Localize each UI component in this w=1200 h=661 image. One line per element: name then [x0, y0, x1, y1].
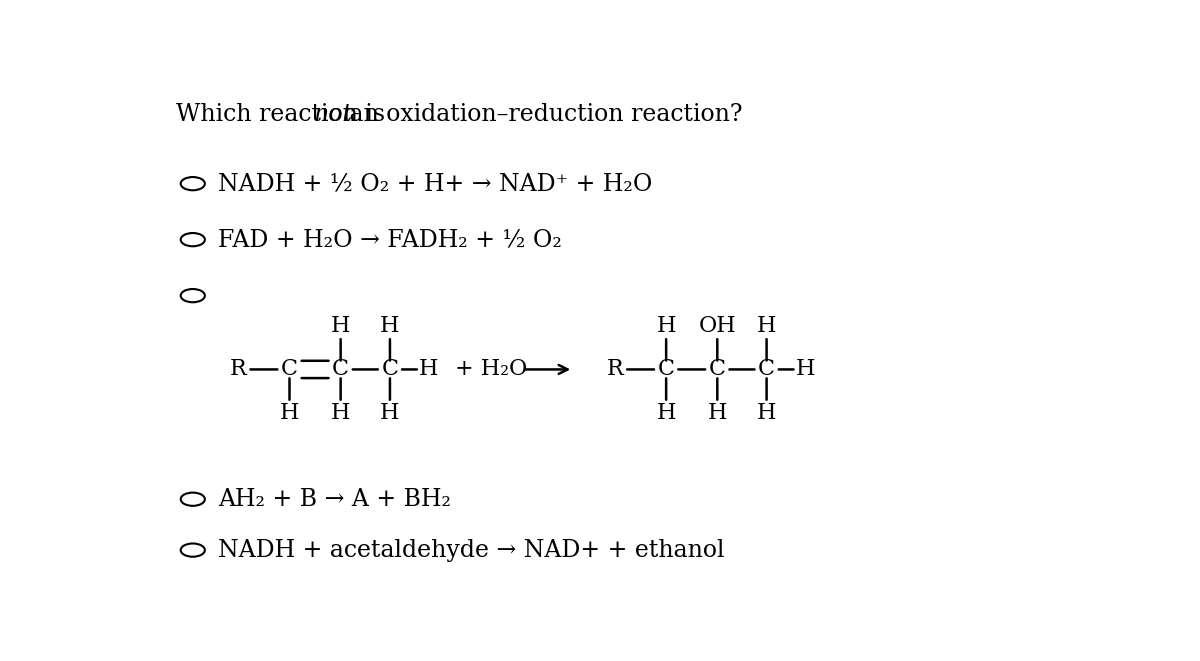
Text: C: C: [709, 358, 726, 381]
Text: an oxidation–reduction reaction?: an oxidation–reduction reaction?: [342, 104, 742, 126]
Text: C: C: [758, 358, 775, 381]
Text: H: H: [331, 315, 350, 337]
Text: H: H: [380, 402, 400, 424]
Text: H: H: [656, 315, 676, 337]
Text: OH: OH: [698, 315, 736, 337]
Text: H: H: [708, 402, 727, 424]
Text: Which reaction is: Which reaction is: [176, 104, 392, 126]
Text: NADH + acetaldehyde → NAD+ + ethanol: NADH + acetaldehyde → NAD+ + ethanol: [218, 539, 725, 562]
Text: R: R: [230, 358, 247, 381]
Text: R: R: [607, 358, 623, 381]
Text: H: H: [280, 402, 299, 424]
Text: C: C: [281, 358, 298, 381]
Text: AH₂ + B → A + BH₂: AH₂ + B → A + BH₂: [218, 488, 451, 511]
Text: NADH + ½ O₂ + H+ → NAD⁺ + H₂O: NADH + ½ O₂ + H+ → NAD⁺ + H₂O: [218, 172, 653, 195]
Text: H: H: [757, 315, 776, 337]
Text: + H₂O: + H₂O: [455, 358, 527, 381]
Text: H: H: [380, 315, 400, 337]
Text: C: C: [658, 358, 674, 381]
Text: H: H: [796, 358, 816, 381]
Text: H: H: [757, 402, 776, 424]
Text: H: H: [331, 402, 350, 424]
Text: H: H: [656, 402, 676, 424]
Text: not: not: [313, 104, 353, 126]
Text: H: H: [419, 358, 439, 381]
Text: C: C: [382, 358, 398, 381]
Text: FAD + H₂O → FADH₂ + ½ O₂: FAD + H₂O → FADH₂ + ½ O₂: [218, 228, 562, 251]
Text: C: C: [332, 358, 349, 381]
